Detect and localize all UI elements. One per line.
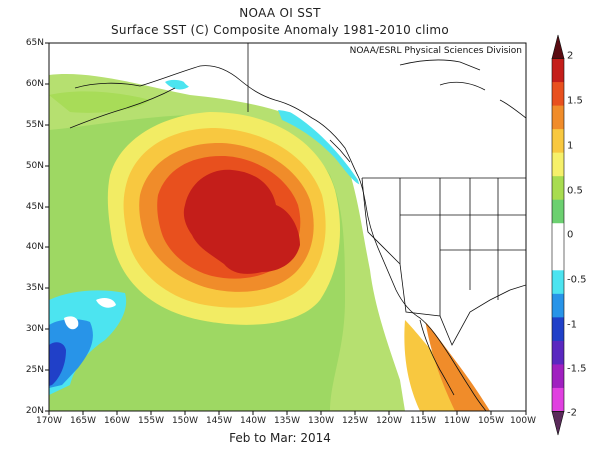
- colorbar-swatch: [552, 364, 564, 389]
- lat-label: 30N: [25, 324, 44, 334]
- colorbar-max-arrow: [551, 34, 565, 59]
- colorbar-swatch: [552, 58, 564, 83]
- colorbar-tick-label: 1.5: [567, 95, 583, 107]
- map-title: NOAA OI SST: [239, 6, 321, 20]
- lat-label: 20N: [25, 406, 44, 416]
- lat-label: 65N: [25, 38, 44, 48]
- colorbar-swatch: [552, 387, 564, 412]
- lat-label: 35N: [25, 283, 44, 293]
- lat-label: 50N: [25, 161, 44, 171]
- lat-label: 40N: [25, 242, 44, 252]
- lon-label: 130W: [307, 416, 335, 426]
- lat-label: 45N: [25, 202, 44, 212]
- lon-label: 170W: [35, 416, 63, 426]
- sst-anomaly-field: [49, 43, 526, 411]
- lat-label: 55N: [25, 120, 44, 130]
- colorbar-swatch: [552, 270, 564, 295]
- lon-label: 100W: [509, 416, 537, 426]
- colorbar-swatch: [552, 152, 564, 177]
- lon-label: 135W: [273, 416, 301, 426]
- colorbar-tick-label: -2: [567, 407, 577, 419]
- credit-label: NOAA/ESRL Physical Sciences Division: [350, 46, 522, 56]
- lon-label: 160W: [103, 416, 131, 426]
- lon-label: 125W: [341, 416, 369, 426]
- map-subtitle: Surface SST (C) Composite Anomaly 1981-2…: [111, 23, 449, 37]
- lon-label: 115W: [409, 416, 437, 426]
- colorbar-tick-label: -1: [567, 319, 577, 331]
- lon-label: 145W: [205, 416, 233, 426]
- lon-label: 120W: [375, 416, 403, 426]
- colorbar-swatch: [552, 246, 564, 271]
- lon-label: 150W: [171, 416, 199, 426]
- axis-ticks: [45, 42, 527, 415]
- lon-label: 105W: [477, 416, 505, 426]
- colorbar-tick-label: -1.5: [567, 363, 587, 375]
- colorbar-tick-label: -0.5: [567, 274, 587, 286]
- colorbar: [551, 34, 565, 436]
- lon-label: 165W: [69, 416, 97, 426]
- lon-label: 140W: [239, 416, 267, 426]
- credit-bg: [345, 44, 525, 56]
- colorbar-tick-label: 0.5: [567, 185, 583, 197]
- lat-label: 60N: [25, 79, 44, 89]
- colorbar-swatch: [552, 317, 564, 342]
- colorbar-swatch: [552, 129, 564, 154]
- colorbar-swatch: [552, 199, 564, 224]
- coastlines: [69, 43, 526, 411]
- colorbar-swatch: [552, 340, 564, 365]
- colorbar-swatch: [552, 82, 564, 107]
- colorbar-tick-label: 1: [567, 140, 574, 152]
- colorbar-swatch: [552, 223, 564, 248]
- colorbar-swatch: [552, 176, 564, 201]
- period-caption: Feb to Mar: 2014: [229, 431, 331, 445]
- colorbar-swatch: [552, 105, 564, 130]
- lon-label: 110W: [443, 416, 471, 426]
- colorbar-frame: [551, 58, 565, 412]
- lon-label: 155W: [137, 416, 165, 426]
- colorbar-tick-label: 2: [567, 50, 574, 62]
- colorbar-swatch: [552, 293, 564, 318]
- lat-label: 25N: [25, 365, 44, 375]
- colorbar-tick-label: 0: [567, 229, 574, 241]
